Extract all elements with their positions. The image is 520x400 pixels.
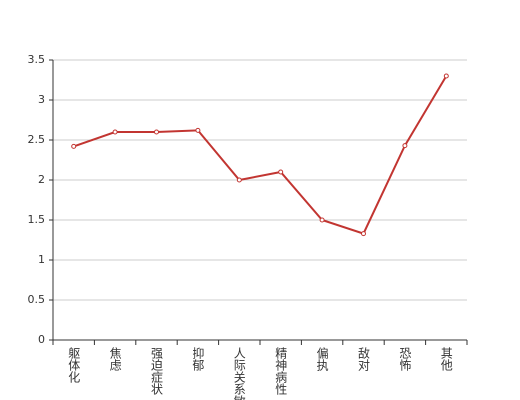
y-tick-label: 0.5 [28,293,46,306]
point [319,217,325,223]
series-line [73,75,448,235]
y-tick-label: 0 [38,333,45,346]
point [236,177,242,183]
y-tick-label: 1.5 [28,213,46,226]
x-tick-label: 躯体化 [67,346,81,384]
point [402,143,408,149]
x-tick-label: 偏执 [315,346,329,372]
y-tick-label: 1 [38,253,45,266]
y-tick-label: 3 [38,93,45,106]
x-tick-label: 精神病性 [274,347,288,396]
x-tick-label: 敌对 [357,346,371,371]
x-tick-label: 人际关系敏 [232,347,246,400]
y-tick-label: 2.5 [28,133,46,146]
point [154,129,159,135]
x-tick-label: 强迫症状 [150,347,164,395]
point [112,129,118,135]
point [361,231,366,237]
x-tick-label: 抑郁 [191,346,205,372]
point [278,169,284,175]
point [71,143,77,149]
point [443,73,449,79]
x-tick-label: 恐怖 [398,347,412,371]
y-tick-label: 2 [38,173,45,186]
x-tick-label: 焦虑 [108,347,122,371]
x-tick-label: 其他 [439,347,453,371]
point [195,127,201,133]
y-tick-label: 3.5 [28,53,46,66]
